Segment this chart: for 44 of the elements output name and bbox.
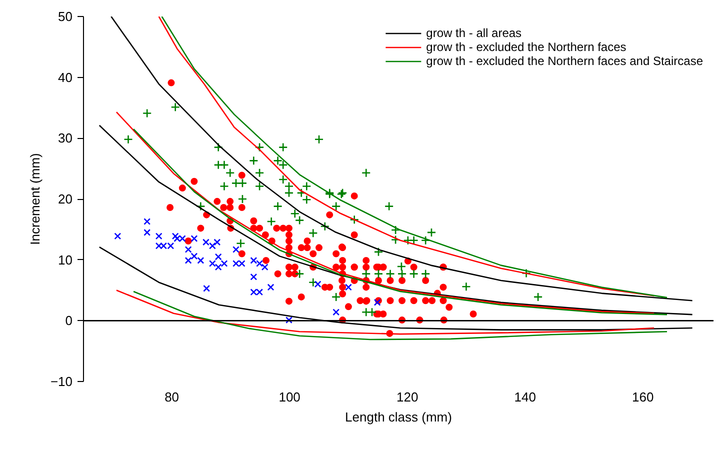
point: [155, 232, 162, 240]
point: [190, 235, 198, 242]
point: [208, 260, 216, 267]
y-tick-label: 40: [58, 70, 73, 85]
x-tick-label: 140: [514, 390, 536, 404]
line-series: [132, 290, 668, 340]
line-series: [116, 290, 655, 335]
x-tick-label: 120: [396, 390, 418, 404]
point: [214, 238, 221, 246]
point: [220, 260, 228, 267]
point: [197, 256, 204, 264]
legend-label: grow th - all areas: [426, 26, 522, 40]
y-tick-label: 0: [65, 313, 73, 328]
point: [208, 242, 216, 250]
x-tick-label: 100: [278, 390, 300, 404]
point: [214, 253, 222, 260]
point: [202, 238, 210, 246]
point: [232, 246, 240, 253]
point: [344, 284, 352, 291]
x-tick-label: 80: [164, 390, 180, 404]
point: [250, 273, 258, 280]
x-axis-title: Length class (mm): [345, 410, 452, 424]
x-tick-label: 160: [632, 390, 654, 404]
point: [332, 308, 340, 316]
y-axis-title: Increment (mm): [27, 153, 42, 245]
y-tick-label: 50: [58, 9, 73, 24]
point: [190, 252, 198, 260]
legend-label: grow th - excluded the Northern faces: [426, 40, 626, 54]
y-tick-label: 20: [58, 192, 73, 206]
point: [144, 228, 151, 236]
point: [286, 316, 292, 324]
point: [114, 232, 122, 240]
point: [184, 246, 192, 253]
point: [184, 256, 192, 264]
y-tick-label: −10: [50, 374, 73, 389]
y-tick-label: 10: [58, 252, 73, 268]
point: [261, 264, 268, 271]
point: [314, 280, 322, 288]
point: [214, 264, 222, 271]
legend-label: grow th - excluded the Northern faces and Staircase: [426, 54, 703, 68]
point: [267, 284, 274, 291]
point: [203, 284, 210, 292]
point: [144, 218, 151, 225]
y-tick-label: 30: [58, 130, 73, 146]
